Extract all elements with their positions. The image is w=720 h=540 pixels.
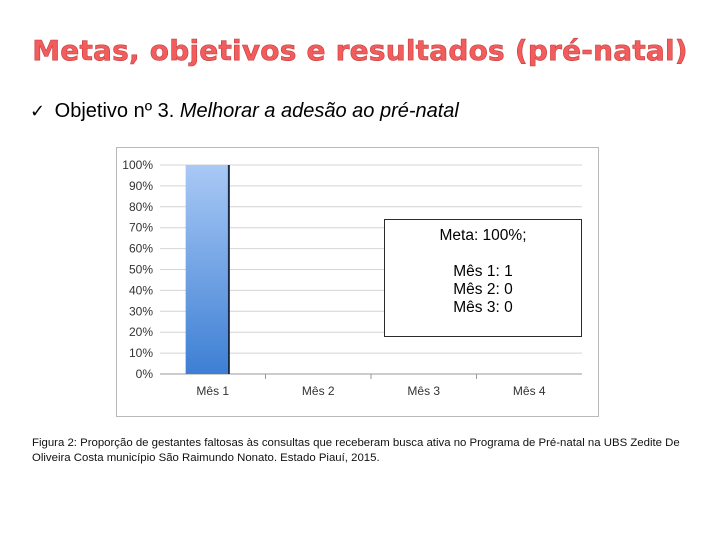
objective-prefix: Objetivo nº 3. (54, 100, 175, 122)
y-tick-label: 100% (122, 158, 153, 172)
y-tick-label: 30% (129, 304, 153, 318)
month-3-result: Mês 3: 0 (453, 299, 513, 316)
y-tick-label: 0% (136, 367, 154, 381)
x-tick-label: Mês 1 (196, 384, 229, 398)
month-2-result: Mês 2: 0 (453, 281, 513, 298)
figure-caption: Figura 2: Proporção de gestantes faltosa… (32, 437, 680, 464)
chart-canvas: 0% 10% 20% 30% 40% 50% 60% 70% 80% 90% 100% Mês 1 Mê… (122, 158, 582, 398)
bar (185, 165, 228, 374)
y-tick-label: 20% (129, 325, 153, 339)
y-tick-label: 50% (129, 263, 153, 277)
x-tick-label: Mês 3 (407, 384, 440, 398)
goal-text: Meta: 100%; (439, 227, 527, 244)
x-tick-label: Mês 4 (513, 384, 546, 398)
month-1-result: Mês 1: 1 (453, 263, 513, 280)
y-tick-label: 70% (129, 221, 153, 235)
slide-title: Metas, objetivos e resultados (pré-natal… (32, 34, 688, 68)
y-tick-label: 90% (129, 179, 153, 193)
goal-results-box: Meta: 100%; Mês 1: 1 Mês 2: 0 Mês 3: 0 (384, 219, 582, 337)
y-tick-label: 10% (129, 346, 153, 360)
checkmark-icon: ✓ (30, 101, 46, 122)
x-tick-label: Mês 2 (302, 384, 335, 398)
y-tick-label: 40% (129, 283, 153, 297)
y-tick-label: 80% (129, 200, 153, 214)
objective-text: Melhorar a adesão ao pré-natal (179, 100, 459, 122)
y-tick-label: 60% (129, 242, 153, 256)
objective-line: ✓ Objetivo nº 3. Melhorar a adesão ao pr… (30, 100, 459, 123)
